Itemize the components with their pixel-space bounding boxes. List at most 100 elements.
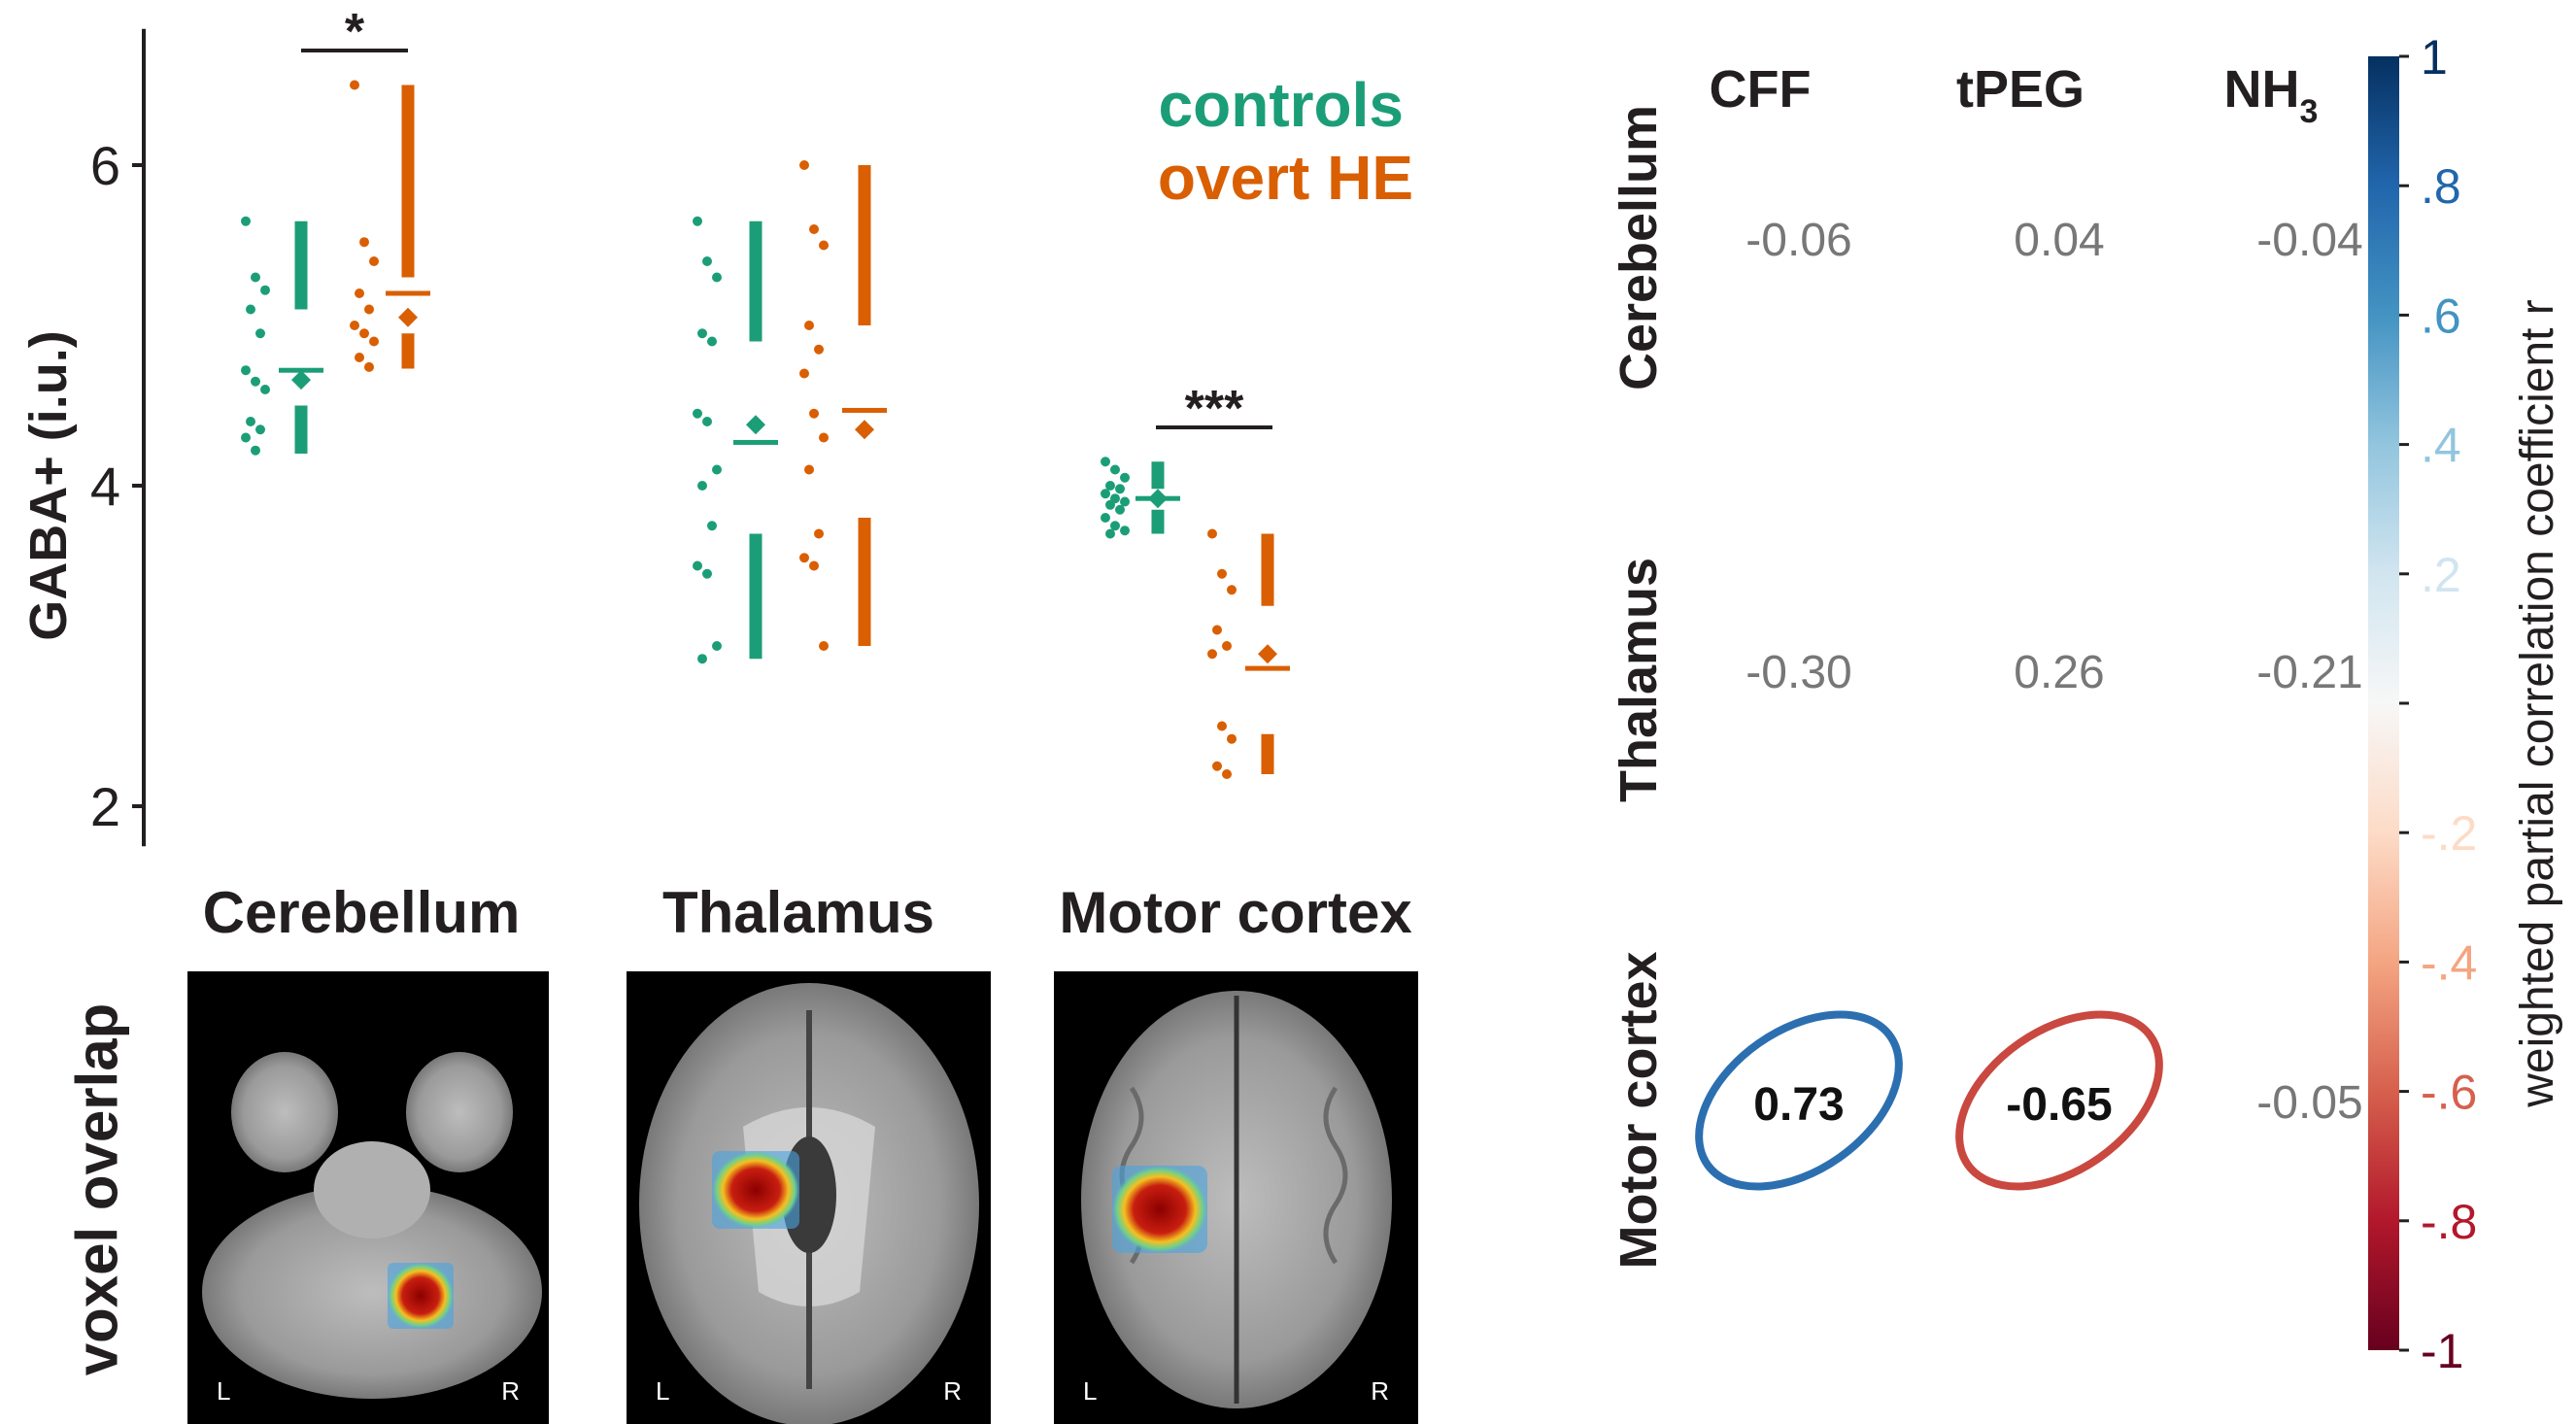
data-point <box>355 288 364 298</box>
cell-value: -0.05 <box>2256 1077 2362 1129</box>
mean-mark <box>398 307 418 327</box>
correlation-ellipse <box>1955 1010 2163 1191</box>
colorbar-tick-label: .2 <box>2421 548 2461 602</box>
data-point <box>1101 457 1110 467</box>
data-point <box>246 417 255 426</box>
data-point <box>1212 761 1222 771</box>
data-point <box>819 240 829 251</box>
data-point <box>251 272 260 283</box>
cell-value: 0.04 <box>2014 215 2104 266</box>
data-point <box>819 432 829 443</box>
data-point <box>804 464 814 475</box>
data-point <box>1115 504 1125 515</box>
left-marker: L <box>217 1376 231 1406</box>
voxel-panel-title: Motor cortex <box>1059 880 1412 945</box>
data-point <box>1227 585 1237 595</box>
data-point <box>697 654 707 664</box>
data-point <box>799 553 809 563</box>
data-point <box>819 641 829 651</box>
column-header: NH3 <box>2224 60 2319 130</box>
cell-value: 0.26 <box>2014 647 2104 698</box>
data-point <box>702 256 712 266</box>
significance-label: * <box>345 4 365 60</box>
data-point <box>712 641 722 651</box>
median-mark <box>386 290 430 296</box>
colorbar-tick-label: .6 <box>2421 288 2461 343</box>
right-marker: R <box>1371 1376 1389 1406</box>
data-point <box>255 328 265 339</box>
cell-value: -0.30 <box>1746 647 1851 698</box>
data-point <box>260 385 270 394</box>
data-point <box>809 224 819 234</box>
right-marker: R <box>943 1376 962 1406</box>
data-point <box>693 408 702 419</box>
data-point <box>364 361 374 372</box>
data-point <box>1110 521 1120 531</box>
data-point <box>697 481 707 491</box>
row-header: Thalamus <box>1610 558 1668 802</box>
legend-controls: controls <box>1159 70 1404 140</box>
data-point <box>707 521 717 531</box>
data-point <box>260 285 270 295</box>
colorbar-tick-label: -.8 <box>2421 1195 2477 1249</box>
group-motor-cortex: *** <box>1101 381 1290 779</box>
data-point <box>1222 769 1232 779</box>
data-point <box>1212 625 1222 635</box>
data-point <box>712 272 722 283</box>
data-point <box>1101 513 1110 523</box>
data-point <box>799 160 809 170</box>
data-point <box>246 304 255 315</box>
data-point <box>350 80 359 90</box>
mean-mark <box>746 415 765 435</box>
data-point <box>364 304 374 315</box>
data-point <box>1120 472 1130 483</box>
colorbar-tick-label: .4 <box>2421 419 2461 473</box>
column-header: CFF <box>1710 60 1812 119</box>
data-point <box>255 424 265 435</box>
data-point <box>1115 484 1125 494</box>
data-point <box>814 528 824 539</box>
data-point <box>359 237 369 248</box>
data-point <box>707 336 717 347</box>
column-header-subscript: 3 <box>2300 93 2319 130</box>
colorbar-tick-label: -.2 <box>2421 806 2477 861</box>
cell-value: -0.04 <box>2256 215 2362 266</box>
mean-mark <box>291 370 311 390</box>
row-header: Cerebellum <box>1610 105 1668 390</box>
cell-value: -0.21 <box>2256 647 2362 698</box>
data-point <box>251 445 260 456</box>
data-point <box>693 216 702 226</box>
cell-value: 0.73 <box>1753 1079 1844 1131</box>
y-tick-label: 2 <box>90 776 120 837</box>
data-point <box>804 321 814 330</box>
voxel-panel-title: Cerebellum <box>202 880 521 945</box>
data-point <box>251 376 260 387</box>
legend-overt-he: overt HE <box>1158 143 1413 213</box>
data-point <box>1217 568 1227 579</box>
column-header: tPEG <box>1956 60 2085 119</box>
data-point <box>355 353 364 362</box>
right-marker: R <box>501 1376 520 1406</box>
data-point <box>697 328 707 339</box>
colorbar-label: weighted partial correlation coefficient… <box>2512 299 2563 1108</box>
data-point <box>1217 721 1227 731</box>
data-point <box>702 417 712 426</box>
mean-mark <box>855 420 874 440</box>
median-mark <box>1245 665 1290 671</box>
y-axis-label: GABA+ (i.u.) <box>19 330 78 641</box>
data-point <box>1110 464 1120 475</box>
y-tick-label: 4 <box>90 456 120 517</box>
colorbar-tick-label: 1 <box>2421 30 2448 85</box>
data-point <box>1227 733 1237 744</box>
cell-value: -0.06 <box>1746 215 1851 266</box>
y-tick-label: 6 <box>90 135 120 196</box>
mean-mark <box>1258 644 1277 664</box>
data-point <box>369 336 379 347</box>
colorbar-tick-label: -.6 <box>2421 1066 2477 1120</box>
significance-label: *** <box>1185 381 1244 437</box>
data-point <box>1120 496 1130 507</box>
left-marker: L <box>1083 1376 1098 1406</box>
